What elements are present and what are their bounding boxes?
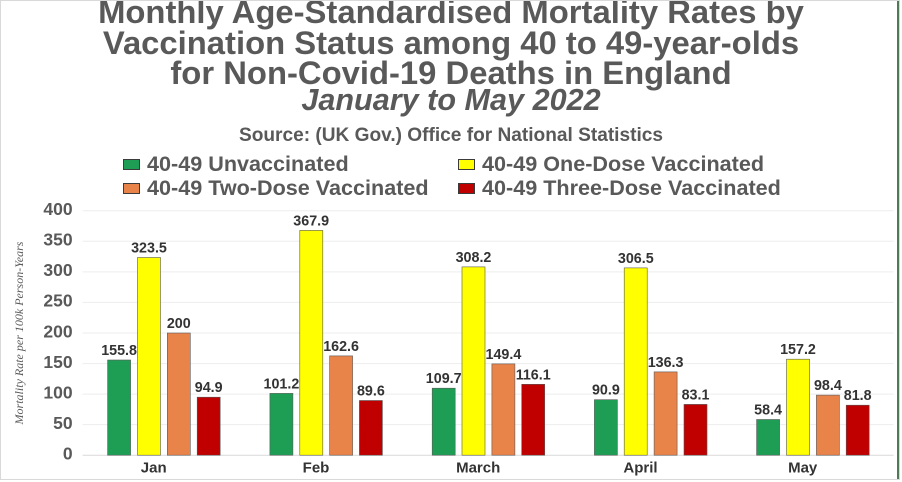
svg-text:100: 100 (43, 382, 72, 402)
svg-text:Jan: Jan (141, 460, 167, 477)
svg-text:300: 300 (43, 260, 72, 280)
svg-text:155.8: 155.8 (101, 343, 137, 359)
svg-text:109.7: 109.7 (426, 371, 462, 387)
svg-text:March: March (456, 460, 500, 477)
svg-text:50: 50 (53, 413, 73, 433)
svg-text:400: 400 (43, 199, 72, 219)
svg-text:81.8: 81.8 (844, 388, 872, 404)
svg-text:150: 150 (43, 352, 72, 372)
svg-text:306.5: 306.5 (618, 251, 654, 267)
svg-text:200: 200 (43, 321, 72, 341)
svg-text:162.6: 162.6 (323, 339, 359, 355)
svg-text:Mortality Rate per 100k Person: Mortality Rate per 100k Person-Years (12, 241, 26, 425)
svg-text:0: 0 (63, 444, 73, 464)
svg-text:Feb: Feb (303, 460, 330, 477)
svg-text:89.6: 89.6 (357, 384, 385, 400)
svg-text:350: 350 (43, 230, 72, 250)
svg-text:149.4: 149.4 (486, 347, 522, 363)
svg-text:116.1: 116.1 (516, 367, 551, 383)
svg-text:90.9: 90.9 (592, 383, 620, 399)
svg-text:250: 250 (43, 291, 72, 311)
svg-text:83.1: 83.1 (682, 387, 710, 403)
svg-text:101.2: 101.2 (264, 376, 300, 392)
svg-text:200: 200 (167, 316, 191, 332)
svg-text:367.9: 367.9 (293, 213, 329, 229)
svg-text:323.5: 323.5 (131, 241, 167, 257)
svg-text:May: May (788, 460, 818, 477)
svg-text:157.2: 157.2 (780, 342, 816, 358)
svg-text:April: April (623, 460, 657, 477)
svg-text:136.3: 136.3 (648, 355, 684, 371)
svg-text:308.2: 308.2 (456, 250, 492, 266)
svg-text:94.9: 94.9 (195, 380, 223, 396)
svg-text:98.4: 98.4 (814, 378, 842, 394)
svg-text:58.4: 58.4 (754, 403, 782, 419)
